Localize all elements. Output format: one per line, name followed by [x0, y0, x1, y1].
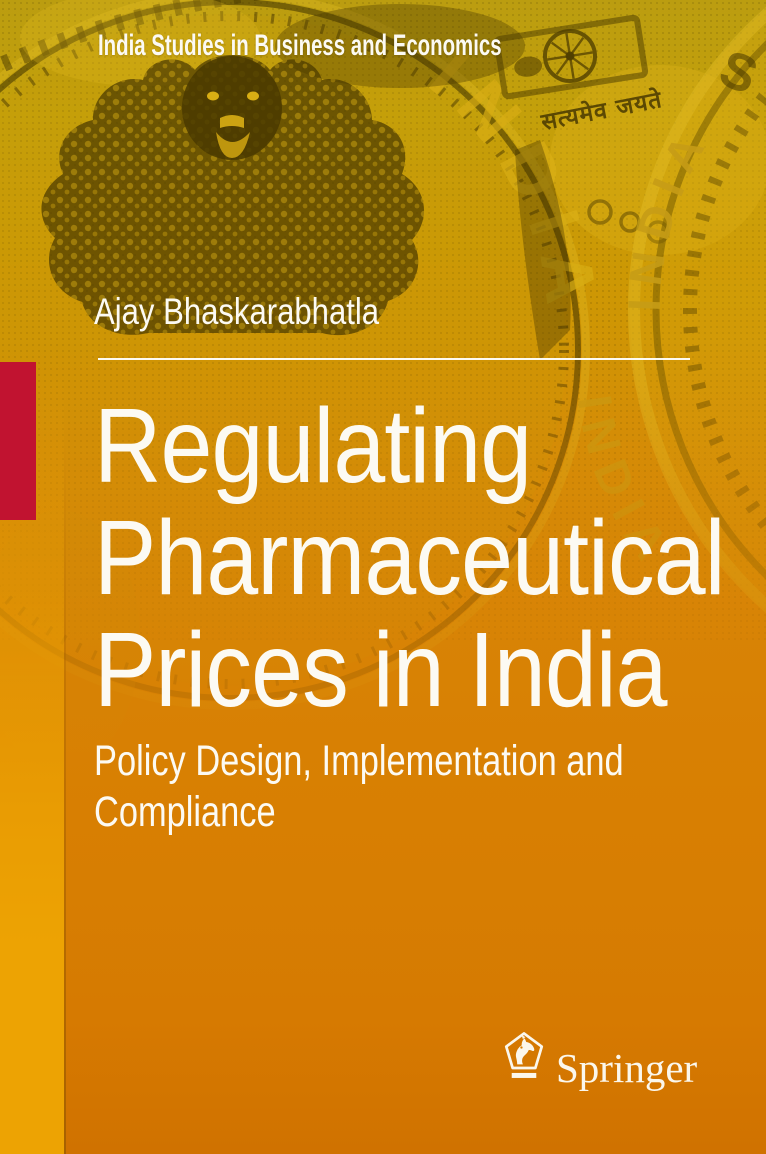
book-subtitle-line-2: Compliance: [94, 788, 276, 836]
book-title: Regulating Pharmaceutical Prices in Indi…: [94, 390, 725, 726]
series-title: India Studies in Business and Economics: [98, 29, 502, 62]
springer-horse-knight-icon: [504, 1032, 544, 1078]
book-subtitle-line-1: Policy Design, Implementation and: [94, 737, 624, 785]
book-subtitle: Policy Design, Implementation and Compli…: [94, 736, 624, 838]
spine-gold-strip: [0, 0, 66, 1154]
book-title-line-2: Pharmaceutical: [94, 499, 725, 617]
author-divider-rule: [98, 358, 690, 360]
book-title-line-3: Prices in India: [94, 611, 668, 729]
book-title-line-1: Regulating: [94, 387, 532, 505]
red-accent-mark: [0, 362, 36, 520]
author-name: Ajay Bhaskarabhatla: [94, 291, 380, 332]
springer-wordmark: Springer: [556, 1045, 698, 1091]
